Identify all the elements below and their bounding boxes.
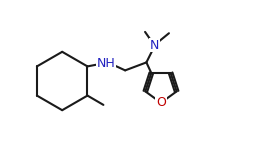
Text: O: O — [156, 96, 166, 109]
Text: NH: NH — [97, 57, 115, 70]
Text: N: N — [150, 39, 159, 52]
